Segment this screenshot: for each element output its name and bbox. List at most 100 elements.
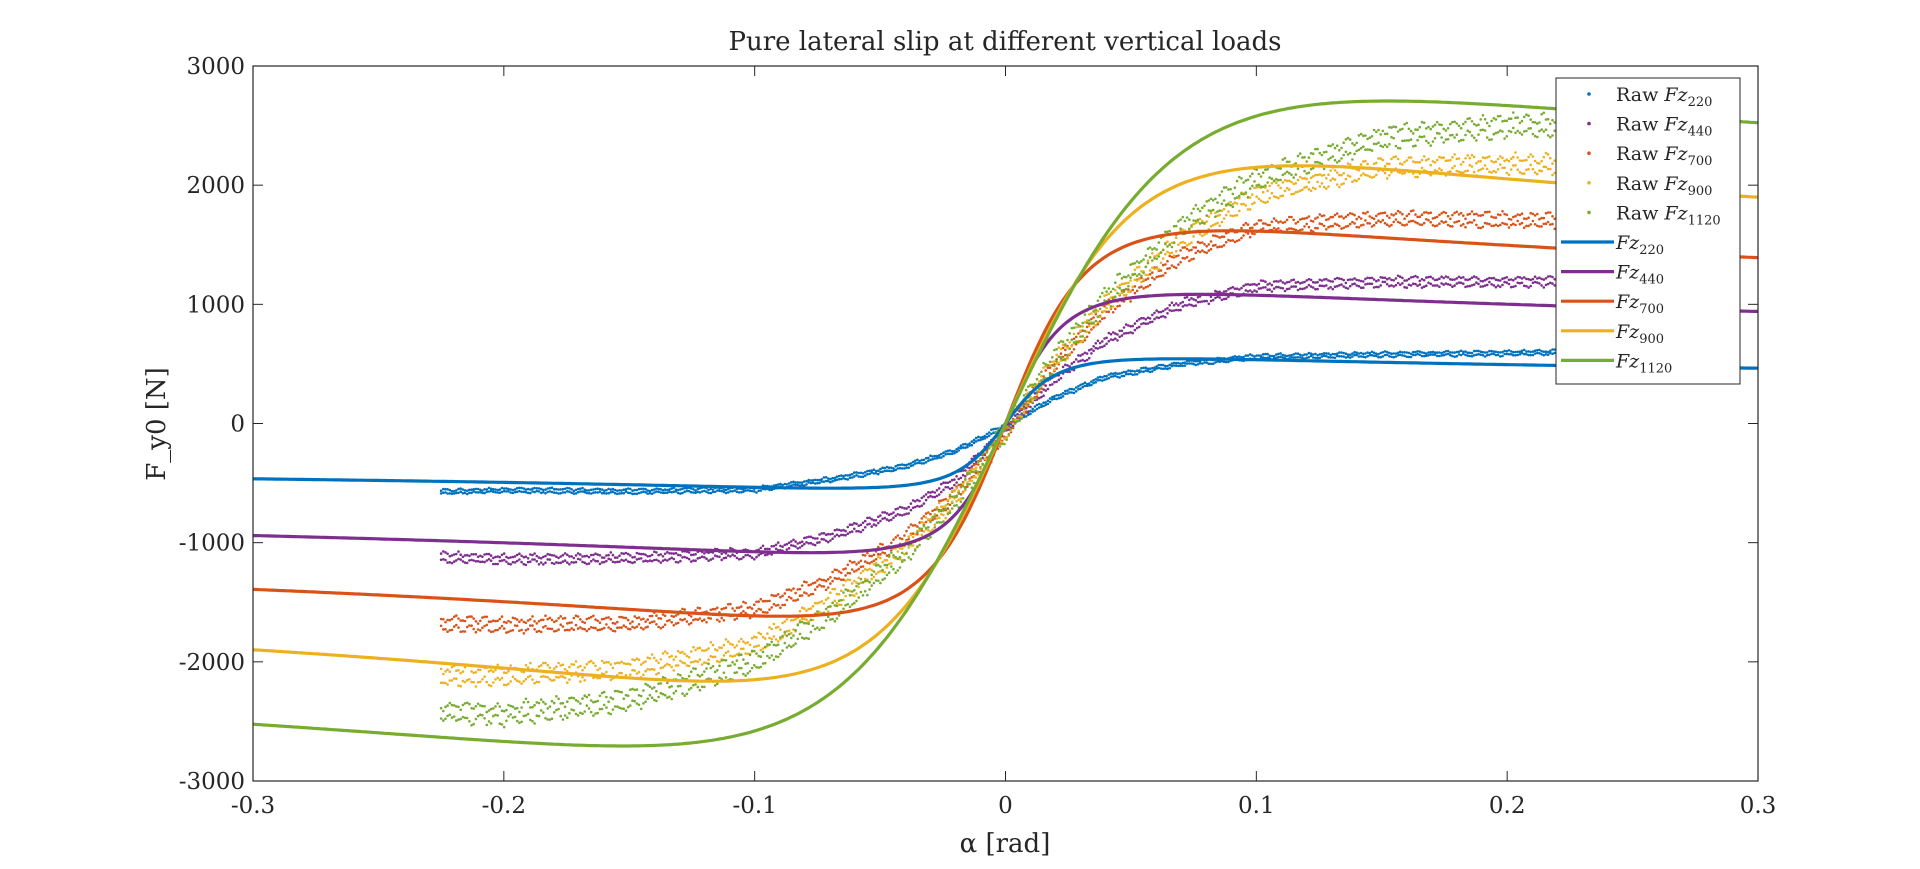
raw-data-point bbox=[1094, 308, 1098, 312]
raw-data-point bbox=[794, 481, 797, 484]
raw-data-point bbox=[755, 645, 758, 648]
raw-data-point bbox=[452, 625, 456, 628]
raw-data-point bbox=[572, 556, 576, 560]
raw-data-point bbox=[1381, 158, 1385, 162]
raw-data-point bbox=[1279, 178, 1282, 182]
raw-data-point bbox=[713, 607, 717, 611]
raw-data-point bbox=[1307, 277, 1311, 281]
raw-data-point bbox=[1246, 208, 1250, 211]
raw-data-point bbox=[550, 561, 554, 565]
raw-data-point bbox=[857, 471, 860, 475]
raw-data-point bbox=[468, 615, 471, 618]
raw-data-point bbox=[1481, 279, 1485, 283]
raw-data-point bbox=[885, 566, 889, 569]
raw-data-point bbox=[655, 614, 658, 617]
raw-data-point bbox=[670, 654, 673, 658]
raw-data-point bbox=[1222, 290, 1226, 293]
raw-data-point bbox=[470, 615, 473, 618]
raw-data-point bbox=[790, 631, 793, 635]
raw-data-point bbox=[946, 449, 950, 453]
raw-data-point bbox=[924, 520, 928, 524]
raw-data-point bbox=[748, 489, 752, 493]
raw-data-point bbox=[1518, 159, 1522, 162]
raw-data-point bbox=[1135, 289, 1139, 293]
raw-data-point bbox=[907, 512, 910, 515]
raw-data-point bbox=[761, 610, 765, 614]
raw-data-point bbox=[1536, 351, 1539, 355]
raw-data-point bbox=[602, 626, 606, 630]
raw-data-point bbox=[766, 553, 769, 556]
raw-data-point bbox=[596, 559, 599, 563]
raw-data-point bbox=[1066, 392, 1069, 395]
raw-data-point bbox=[855, 474, 858, 477]
raw-data-point bbox=[1551, 173, 1554, 177]
raw-data-point bbox=[1427, 354, 1430, 357]
raw-data-point bbox=[559, 555, 562, 558]
raw-data-point bbox=[681, 661, 684, 664]
raw-data-point bbox=[1246, 290, 1250, 293]
raw-data-point bbox=[648, 554, 652, 558]
raw-data-point bbox=[1501, 221, 1504, 225]
raw-data-point bbox=[1483, 278, 1487, 282]
raw-data-point bbox=[605, 695, 608, 699]
raw-data-point bbox=[755, 665, 758, 669]
raw-data-point bbox=[1096, 339, 1100, 343]
raw-data-point bbox=[1359, 279, 1363, 283]
raw-data-point bbox=[1396, 209, 1400, 213]
raw-data-point bbox=[709, 608, 713, 612]
raw-data-point bbox=[1540, 349, 1543, 353]
raw-data-point bbox=[1455, 169, 1459, 173]
raw-data-point bbox=[537, 490, 541, 493]
raw-data-point bbox=[502, 725, 506, 729]
raw-data-point bbox=[1377, 355, 1380, 359]
raw-data-point bbox=[1338, 149, 1341, 152]
raw-data-point bbox=[1251, 172, 1254, 175]
raw-data-point bbox=[1027, 405, 1030, 408]
raw-data-point bbox=[1442, 221, 1445, 224]
raw-data-point bbox=[890, 512, 893, 516]
raw-data-point bbox=[1044, 365, 1047, 368]
raw-data-point bbox=[537, 619, 541, 623]
raw-data-point bbox=[1235, 239, 1239, 243]
raw-data-point bbox=[820, 537, 823, 541]
raw-data-point bbox=[774, 644, 778, 647]
raw-data-point bbox=[1177, 220, 1180, 223]
raw-data-point bbox=[972, 475, 976, 479]
raw-data-point bbox=[1379, 351, 1382, 355]
raw-data-point bbox=[1214, 211, 1217, 215]
raw-data-point bbox=[1338, 277, 1341, 280]
raw-data-point bbox=[661, 692, 665, 696]
raw-data-point bbox=[1246, 223, 1250, 226]
raw-data-point bbox=[1457, 157, 1461, 160]
raw-data-point bbox=[655, 551, 658, 554]
raw-data-point bbox=[618, 489, 621, 492]
raw-data-point bbox=[522, 714, 526, 718]
raw-data-point bbox=[1118, 286, 1121, 290]
raw-data-point bbox=[848, 523, 852, 526]
raw-data-point bbox=[513, 624, 517, 627]
raw-data-point bbox=[1327, 173, 1330, 176]
raw-data-point bbox=[774, 547, 778, 551]
raw-data-point bbox=[1505, 276, 1509, 279]
raw-data-point bbox=[1394, 283, 1398, 287]
raw-data-point bbox=[463, 630, 467, 633]
raw-data-point bbox=[1462, 350, 1465, 354]
raw-data-point bbox=[1192, 207, 1195, 211]
raw-data-point bbox=[1024, 404, 1028, 408]
raw-data-point bbox=[1394, 155, 1398, 158]
raw-data-point bbox=[1142, 271, 1145, 275]
raw-data-point bbox=[1207, 302, 1211, 306]
raw-data-point bbox=[726, 664, 730, 668]
raw-data-point bbox=[1146, 369, 1150, 373]
raw-data-point bbox=[807, 542, 810, 545]
raw-data-point bbox=[448, 713, 452, 717]
raw-data-point bbox=[1492, 284, 1496, 287]
raw-data-point bbox=[1066, 346, 1069, 350]
raw-data-point bbox=[961, 443, 965, 446]
raw-data-point bbox=[1503, 352, 1506, 356]
raw-data-point bbox=[446, 630, 449, 633]
raw-data-point bbox=[1272, 354, 1276, 358]
raw-data-point bbox=[1459, 281, 1463, 285]
raw-data-point bbox=[713, 648, 717, 651]
raw-data-point bbox=[822, 480, 826, 484]
